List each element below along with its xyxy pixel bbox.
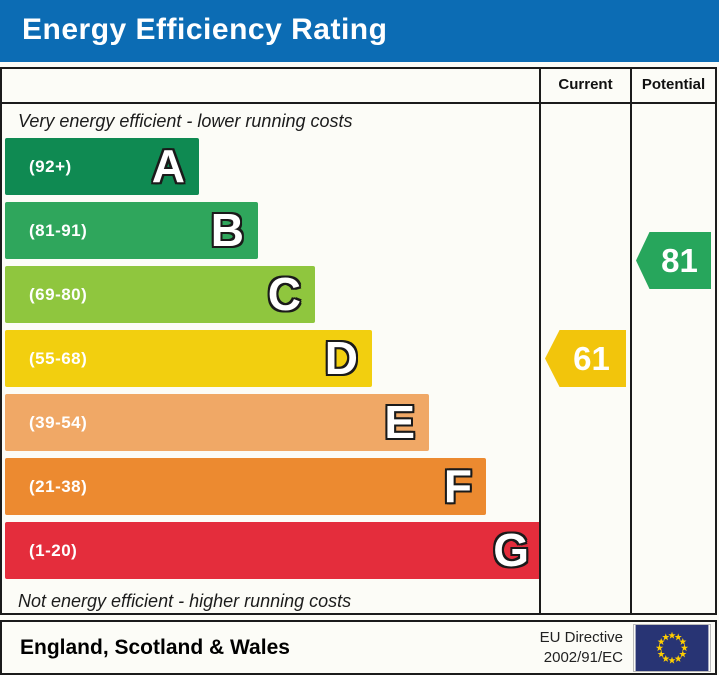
potential-column: 81 [630, 104, 715, 613]
bands: (92+) A (81-91) B (69-80) C (55-68) D (39-54) E (2… [2, 138, 539, 579]
band-d: (55-68) D [5, 330, 372, 387]
table-body-row: Very energy efficient - lower running co… [2, 104, 715, 613]
rating-scale: Very energy efficient - lower running co… [2, 104, 539, 613]
band-b: (81-91) B [5, 202, 258, 259]
band-range-label: (21-38) [29, 476, 88, 496]
eu-directive-label: EU Directive 2002/91/EC [540, 628, 623, 667]
rating-table: Current Potential Very energy efficient … [0, 67, 717, 615]
column-header-current: Current [539, 69, 630, 102]
eu-flag-icon [633, 623, 711, 672]
band-range-label: (1-20) [29, 540, 78, 560]
table-header-row: Current Potential [2, 69, 715, 104]
band-range-label: (92+) [29, 156, 72, 176]
footer-bar: England, Scotland & Wales EU Directive 2… [0, 620, 717, 675]
current-column: 61 [539, 104, 630, 613]
band-range-label: (55-68) [29, 348, 88, 368]
band-range-label: (39-54) [29, 412, 88, 432]
bottom-note: Not energy efficient - higher running co… [18, 591, 352, 611]
band-f: (21-38) F [5, 458, 486, 515]
band-letter: D [324, 331, 358, 384]
band-letter: E [384, 395, 415, 448]
region-label: England, Scotland & Wales [20, 635, 290, 659]
band-letter: F [443, 459, 472, 512]
band-letter: A [151, 139, 185, 192]
title-bar: Energy Efficiency Rating [0, 0, 719, 62]
band-letter: G [493, 523, 529, 576]
eu-directive-line1: EU Directive [539, 629, 623, 646]
band-letter: C [267, 267, 301, 320]
band-g: (1-20) G [5, 522, 539, 579]
band-e: (39-54) E [5, 394, 429, 451]
column-header-potential: Potential [630, 69, 715, 102]
band-c: (69-80) C [5, 266, 315, 323]
band-a: (92+) A [5, 138, 199, 195]
page-title: Energy Efficiency Rating [22, 13, 388, 46]
header-spacer-cell [2, 69, 539, 102]
current-indicator: 61 [545, 330, 626, 387]
top-note: Very energy efficient - lower running co… [18, 111, 353, 131]
potential-indicator: 81 [636, 232, 711, 289]
band-range-label: (69-80) [29, 284, 88, 304]
band-letter: B [210, 203, 244, 256]
eu-directive-line2: 2002/91/EC [543, 648, 623, 666]
band-range-label: (81-91) [29, 220, 88, 240]
